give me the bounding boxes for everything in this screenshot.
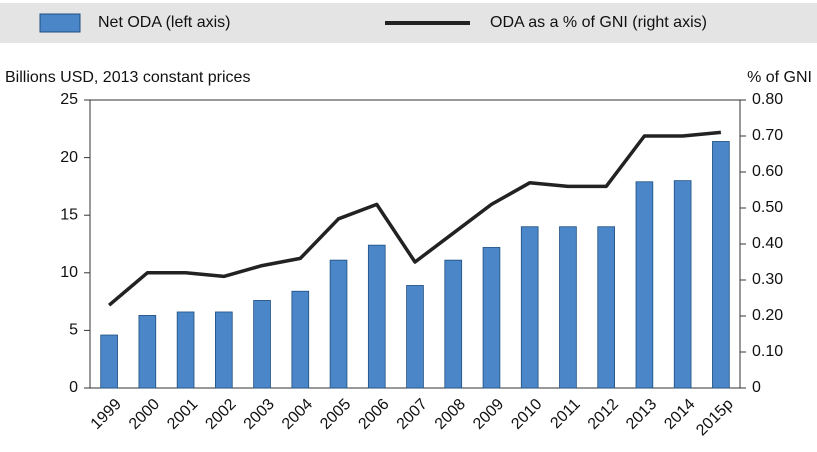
y2-tick-label: 0.10 xyxy=(752,343,783,360)
x-tick-label: 2011 xyxy=(547,396,583,432)
x-tick-label: 2013 xyxy=(623,396,660,433)
bar xyxy=(597,226,615,389)
y-tick-label: 20 xyxy=(60,149,78,166)
bar xyxy=(253,300,271,389)
legend-swatch xyxy=(39,13,81,33)
x-tick-label: 2003 xyxy=(241,396,278,433)
y2-tick-label: 0.40 xyxy=(752,235,783,252)
x-tick-label: 1999 xyxy=(88,396,125,433)
bar xyxy=(329,259,348,389)
x-tick-label: 2001 xyxy=(164,396,201,433)
x-tick-label: 2002 xyxy=(202,396,239,433)
y2-axis-label: % of GNI xyxy=(747,69,812,86)
bar xyxy=(673,180,692,389)
x-tick-label: 2004 xyxy=(279,396,316,433)
bar xyxy=(138,315,157,389)
bar xyxy=(712,141,730,389)
bar xyxy=(176,311,195,389)
bar xyxy=(291,290,310,389)
y2-tick-label: 0.20 xyxy=(752,307,783,324)
bar xyxy=(482,247,501,389)
line xyxy=(107,130,722,307)
y-tick-label: 15 xyxy=(60,206,78,223)
x-tick-label: 2006 xyxy=(355,396,392,433)
bar xyxy=(100,334,118,389)
legend-label: ODA as a % of GNI (right axis) xyxy=(490,14,707,31)
y2-tick-label: 0.80 xyxy=(752,91,783,108)
y2-tick-label: 0.60 xyxy=(752,163,783,180)
y2-tick-label: 0.70 xyxy=(752,127,783,144)
y-tick-label: 10 xyxy=(60,264,78,281)
bar xyxy=(520,226,539,389)
bar xyxy=(215,311,233,389)
y-axis-label: Billions USD, 2013 constant prices xyxy=(5,69,250,86)
bar xyxy=(406,285,424,389)
legend-label: Net ODA (left axis) xyxy=(98,14,230,31)
bar xyxy=(444,259,463,389)
bar xyxy=(367,244,386,389)
y2-tick-label: 0.50 xyxy=(752,199,783,216)
x-tick-label: 2007 xyxy=(394,396,431,433)
x-tick-label: 2008 xyxy=(432,396,469,433)
y-tick-label: 0 xyxy=(69,379,78,396)
x-tick-label: 2009 xyxy=(470,396,507,433)
y2-tick-label: 0.30 xyxy=(752,271,783,288)
x-tick-label: 2010 xyxy=(508,396,545,433)
bar xyxy=(635,181,654,389)
y-tick-label: 25 xyxy=(60,91,78,108)
x-tick-label: 2000 xyxy=(126,396,163,433)
y-tick-label: 5 xyxy=(69,322,78,339)
y2-tick-label: 0 xyxy=(752,379,761,396)
x-tick-label: 2005 xyxy=(317,396,354,433)
x-tick-label: 2012 xyxy=(585,396,622,433)
x-tick-label: 2015p xyxy=(693,396,737,440)
bar xyxy=(559,226,577,389)
